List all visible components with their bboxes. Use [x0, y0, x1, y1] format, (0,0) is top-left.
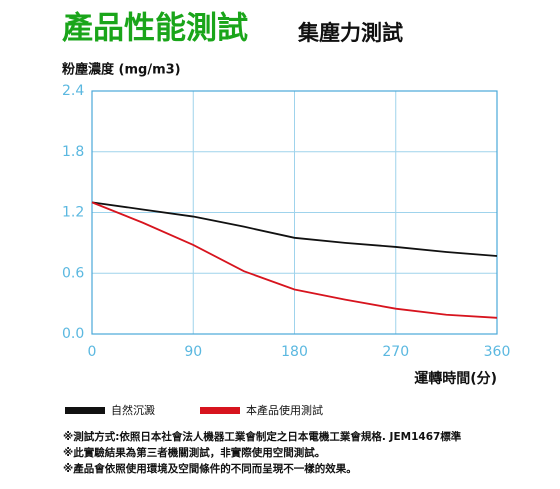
- x-tick-label: 360: [484, 344, 511, 360]
- chart-subtitle: 集塵力測試: [297, 21, 403, 45]
- y-axis-label: 粉塵濃度 (mg/m3): [62, 62, 181, 78]
- data-line: [91, 201, 498, 257]
- x-tick-label: 0: [88, 344, 97, 360]
- y-tick-label: 1.2: [62, 205, 84, 221]
- y-tick-label: 0.6: [62, 265, 84, 281]
- legend-swatch: [200, 407, 240, 414]
- x-tick-label: 180: [281, 344, 308, 360]
- legend-swatch: [65, 407, 105, 414]
- x-tick-label: 270: [382, 344, 409, 360]
- plot-frame: [91, 90, 498, 335]
- note: ※測試方式:依照日本社會法人機器工業會制定之日本電機工業會規格. JEM1467…: [63, 430, 462, 443]
- data-line: [91, 201, 498, 319]
- x-tick-label: 90: [184, 344, 202, 360]
- y-tick-label: 2.4: [62, 83, 84, 99]
- chart-title: 產品性能測試: [62, 11, 248, 47]
- legend-label: 自然沉澱: [111, 403, 155, 417]
- x-axis-label: 運轉時間(分): [414, 370, 497, 387]
- note: ※產品會依照使用環境及空間條件的不同而呈現不一樣的效果。: [63, 462, 357, 475]
- legend-label: 本產品使用測試: [246, 403, 323, 417]
- y-tick-label: 1.8: [62, 144, 84, 160]
- y-tick-label: 0.0: [62, 326, 84, 342]
- note: ※此實驗結果為第三者機關測試，非實際使用空間測試。: [63, 446, 325, 459]
